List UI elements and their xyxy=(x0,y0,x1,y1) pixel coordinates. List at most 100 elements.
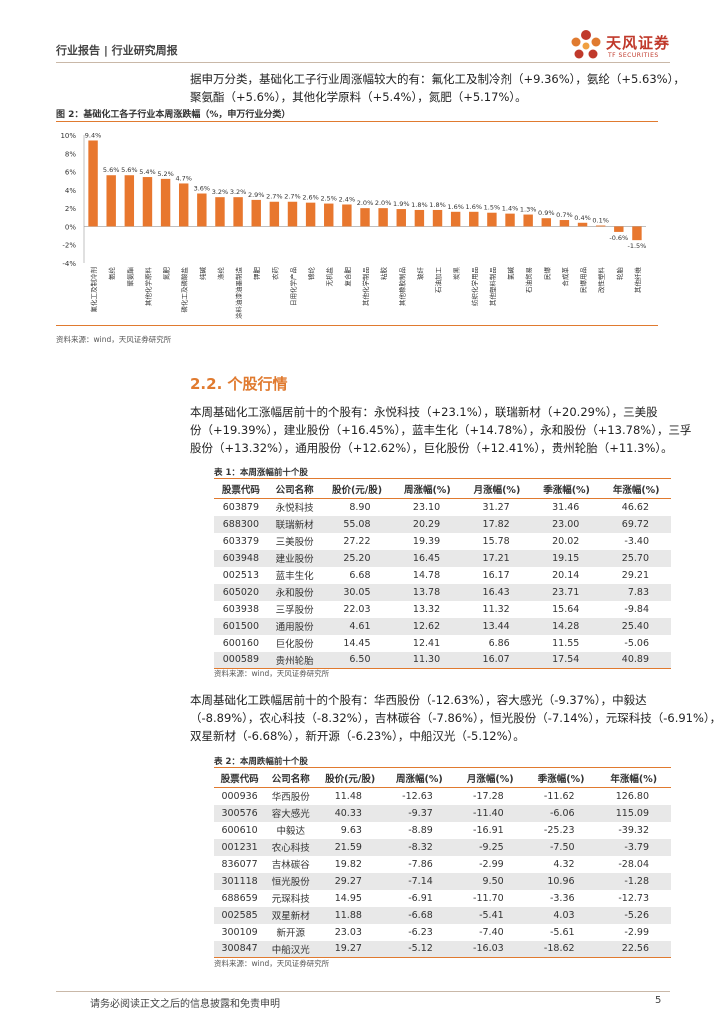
bar xyxy=(505,213,515,227)
bar xyxy=(595,225,606,227)
table-cell: 6.86 xyxy=(488,637,510,649)
report-header: 行业报告 | 行业研究周报 xyxy=(56,44,178,57)
table-cell: -6.91 xyxy=(408,892,433,904)
table-cell: -16.03 xyxy=(454,940,526,958)
data-label: 0.7% xyxy=(556,211,573,219)
table-cell: 25.70 xyxy=(601,549,671,567)
table-cell: 14.95 xyxy=(334,892,362,904)
table-cell: 16.45 xyxy=(392,549,463,567)
bar xyxy=(577,222,588,227)
table-cell: -25.23 xyxy=(543,824,575,836)
table-cell: -6.23 xyxy=(408,926,433,938)
table-cell: 11.55 xyxy=(552,637,580,649)
table-cell: 29.27 xyxy=(316,872,384,890)
table-cell: 永和股份 xyxy=(267,583,322,601)
table-row: 002585 双星新材 11.88 -6.68 -5.41 4.03 -5.26 xyxy=(214,906,671,924)
table-cell: 吉林碳谷 xyxy=(271,860,310,871)
table-cell: 恒光股份 xyxy=(265,872,317,890)
table-cell: 永悦科技 xyxy=(275,503,314,515)
x-tick-label: 轮胎 xyxy=(615,267,624,281)
table-cell: 7.83 xyxy=(601,583,671,601)
table-cell: 001231 xyxy=(214,838,266,856)
table-cell: 25.40 xyxy=(601,617,671,635)
table-cell: -7.50 xyxy=(525,838,597,856)
table-cell: -28.04 xyxy=(618,858,649,870)
bar xyxy=(124,175,135,227)
table-cell: -9.84 xyxy=(624,603,649,615)
table-row: 301118 恒光股份 29.27 -7.14 9.50 10.96 -1.28 xyxy=(214,872,671,890)
data-label: 1.9% xyxy=(393,200,410,208)
data-label: 4.7% xyxy=(175,174,192,182)
bar xyxy=(432,209,443,227)
bar xyxy=(197,193,207,227)
gainers-line-3: 股份（+13.32%），通用股份（+12.62%），巨化股份（+12.41%），… xyxy=(190,441,673,455)
table-cell: -6.68 xyxy=(383,906,455,924)
table-cell: -17.28 xyxy=(473,790,504,802)
losers-line-1: 本周基础化工跌幅居前十的个股有：华西股份（-12.63%），容大感光（-9.37… xyxy=(190,693,647,707)
data-label: 0.9% xyxy=(538,209,555,217)
table-cell: 11.30 xyxy=(392,651,463,669)
table2-source: 资料来源：wind，天风证券研究所 xyxy=(214,959,330,968)
data-label: 2.7% xyxy=(284,193,301,201)
table-cell: 17.82 xyxy=(462,515,532,533)
column-header: 季涨幅(%) xyxy=(525,767,597,788)
losers-line-3: 双星新材（-6.68%），新开源（-6.23%），中船汉光（-5.12%）。 xyxy=(190,729,525,743)
table-cell: 11.32 xyxy=(482,603,510,615)
table-cell: 19.27 xyxy=(316,940,384,958)
data-label: 5.2% xyxy=(157,170,174,178)
table-row: 688300 联瑞新材 55.08 20.29 17.82 23.00 69.72 xyxy=(214,515,671,533)
table-row: 600160 巨化股份 14.45 12.41 6.86 11.55 -5.06 xyxy=(214,635,671,652)
table-cell: 11.88 xyxy=(316,906,384,924)
table-cell: 通用股份 xyxy=(267,617,322,635)
table-row: 603938 三孚股份 22.03 13.32 11.32 15.64 -9.84 xyxy=(214,601,671,618)
table-cell: 23.71 xyxy=(531,583,602,601)
table-cell: 002513 xyxy=(222,569,260,581)
table-cell: 14.45 xyxy=(343,637,371,649)
x-tick-label: 石油加工 xyxy=(434,267,443,294)
table-cell: 20.29 xyxy=(392,515,463,533)
y-tick-label: 2% xyxy=(65,205,76,213)
table-cell: -5.06 xyxy=(624,637,649,649)
table-cell: 69.72 xyxy=(601,515,671,533)
data-label: 1.4% xyxy=(502,205,519,213)
bar xyxy=(178,183,189,227)
intro-line-2: 聚氨酯（+5.6%），其他化学原料（+5.4%），氮肥（+5.17%）。 xyxy=(190,90,527,104)
table-cell: -8.89 xyxy=(408,824,433,836)
table-cell: -12.73 xyxy=(618,892,649,904)
table-cell: -5.61 xyxy=(549,926,575,938)
column-header: 公司名称 xyxy=(267,478,322,499)
x-tick-label: 锦纶 xyxy=(307,267,316,281)
table-row: 000589 贵州轮胎 6.50 11.30 16.07 17.54 40.89 xyxy=(214,651,671,669)
table-cell: 6.50 xyxy=(321,651,393,669)
column-header: 年涨幅(%) xyxy=(596,767,671,788)
table-cell: 三孚股份 xyxy=(275,605,314,616)
table-cell: 30.05 xyxy=(321,583,393,601)
y-tick-label: 4% xyxy=(65,187,76,195)
table-cell: 11.48 xyxy=(334,790,362,802)
table-cell: 19.82 xyxy=(334,858,362,870)
x-tick-label: 纯碱 xyxy=(198,267,207,281)
table2-title: 表 2：本周跌幅前十个股 xyxy=(214,757,308,767)
table-cell: 000589 xyxy=(214,651,268,669)
table-cell: 中毅达 xyxy=(276,826,306,837)
table-cell: 126.80 xyxy=(615,790,649,802)
table-cell: 300109 xyxy=(221,926,258,938)
table-cell: 13.32 xyxy=(412,603,441,615)
x-tick-label: 其他化学原料 xyxy=(143,267,152,307)
y-tick-label: 6% xyxy=(65,169,76,177)
table-cell: 301118 xyxy=(214,872,266,890)
table-cell: 23.10 xyxy=(412,501,441,513)
table-cell: 双星新材 xyxy=(265,906,317,924)
table-cell: 002585 xyxy=(214,906,266,924)
table-cell: -39.32 xyxy=(618,824,649,836)
x-tick-label: 民爆 xyxy=(542,267,551,281)
table-row: 300109 新开源 23.03 -6.23 -7.40 -5.61 -2.99 xyxy=(214,924,671,941)
x-tick-label: 聚氨酯 xyxy=(125,267,134,287)
table-cell: 55.08 xyxy=(321,515,393,533)
bar xyxy=(160,178,171,227)
gainers-line-2: 份（+19.39%），建业股份（+16.45%），蓝丰生化（+14.78%），永… xyxy=(190,423,692,437)
table-cell: -6.06 xyxy=(525,804,597,822)
figure-source: 资料来源：wind，天风证券研究所 xyxy=(56,335,172,344)
losers-line-2: （-8.89%），农心科技（-8.32%），吉林碳谷（-7.86%），恒光股份（… xyxy=(190,711,722,725)
table-cell: 16.43 xyxy=(462,583,532,601)
